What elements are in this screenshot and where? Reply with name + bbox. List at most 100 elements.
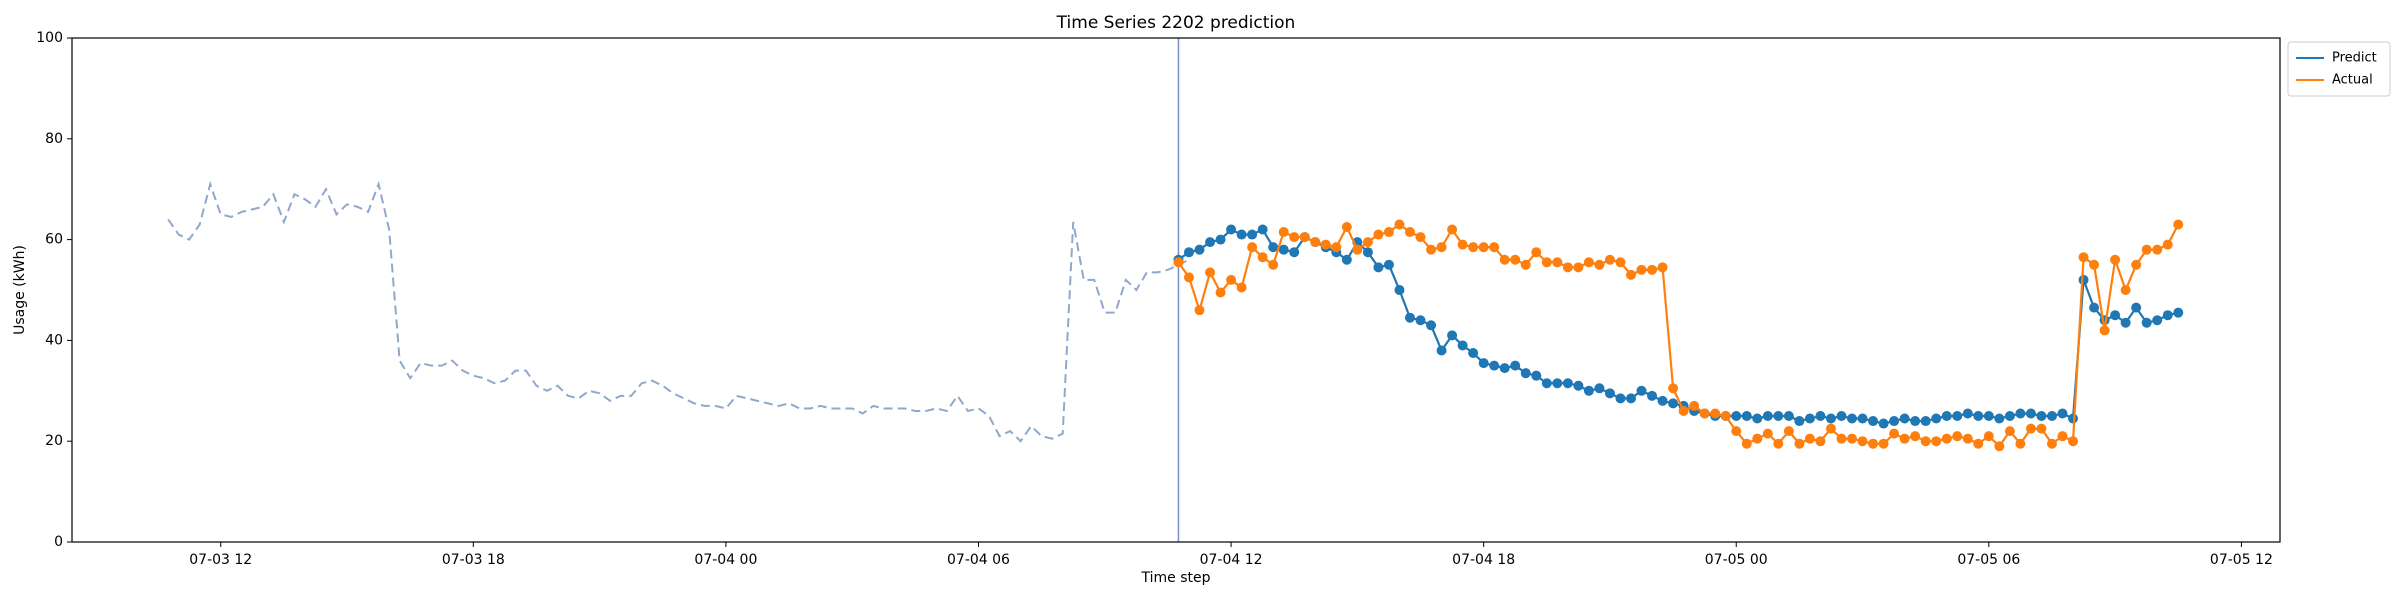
x-tick-label: 07-05 06 [1957,552,2020,568]
data-point [2120,285,2131,295]
data-point [1804,413,1815,424]
data-point [1983,411,1994,421]
data-point [1920,416,1931,427]
data-point [1404,227,1415,238]
data-point [2025,408,2036,419]
data-point [1731,426,1742,437]
data-point [1520,368,1531,379]
data-point [2036,423,2047,434]
data-point [1268,259,1279,270]
y-tick-label: 60 [45,232,63,248]
data-point [2046,438,2057,449]
y-tick-label: 100 [36,30,63,46]
data-point [1457,239,1468,250]
data-point [1952,431,1963,442]
series-line [1177,228,2179,425]
data-point [1857,436,1868,447]
data-point [1341,222,1352,232]
data-point [2110,310,2121,321]
data-point [1920,436,1931,447]
data-point [1205,267,1216,278]
chart-title: Time Series 2202 prediction [1056,13,1296,33]
data-point [1836,411,1847,421]
x-tick-label: 07-04 12 [1200,552,1263,568]
data-point [1647,264,1658,275]
data-point [2141,317,2152,328]
data-point [1668,398,1679,409]
data-point [1615,257,1626,268]
data-point [1468,348,1479,358]
data-point [1289,247,1300,258]
data-point [2089,302,2100,313]
data-point [1520,259,1531,270]
data-point [1899,413,1910,424]
legend-label: Predict [2332,51,2377,66]
data-point [1562,378,1573,389]
data-point [1478,242,1489,253]
data-point [1847,413,1858,424]
data-point [1783,426,1794,437]
data-point [1362,247,1373,258]
data-point [1394,285,1405,295]
data-point [2057,408,2068,419]
data-point [1341,254,1352,265]
data-point [1583,257,1594,268]
data-point [1878,418,1889,429]
data-point [1268,242,1279,253]
data-point [1531,370,1542,381]
data-point [1320,239,1331,250]
data-point [1710,408,1721,419]
data-point [1931,413,1942,424]
series-line [167,180,1190,443]
data-point [1973,411,1984,421]
data-point [1815,411,1826,421]
data-point [1489,360,1500,371]
data-point [2015,438,2026,449]
data-point [2173,307,2184,318]
data-point [1215,287,1226,298]
data-point [1278,244,1289,255]
data-point [2057,431,2068,442]
data-point [1657,395,1668,406]
data-point [1604,254,1615,265]
data-point [1762,428,1773,439]
data-point [1857,413,1868,424]
data-point [1626,269,1637,280]
data-point [2152,315,2163,326]
data-point [1362,237,1373,248]
data-point [2036,411,2047,421]
data-point [1310,237,1321,248]
data-point [1689,400,1700,411]
data-point [1657,262,1668,273]
data-point [2004,426,2015,437]
data-point [1352,244,1363,255]
data-point [1868,416,1879,427]
x-tick-label: 07-04 00 [694,552,757,568]
data-point [1236,282,1247,293]
data-point [1836,433,1847,444]
data-point [1573,380,1584,391]
data-point [2099,325,2110,336]
data-point [1447,330,1458,341]
data-point [1647,390,1658,401]
data-point [1183,272,1194,283]
data-point [1257,252,1268,263]
data-point [1373,262,1384,273]
data-point [1373,229,1384,240]
x-tick-label: 07-05 12 [2210,552,2273,568]
data-point [2004,411,2015,421]
x-tick-label: 07-04 06 [947,552,1010,568]
data-point [1247,229,1258,240]
data-point [1626,393,1637,404]
data-point [1878,438,1889,449]
data-point [1868,438,1879,449]
data-point [1499,363,1510,374]
data-point [1541,378,1552,389]
data-point [1531,247,1542,258]
data-point [1510,360,1521,371]
data-point [1415,315,1426,326]
data-point [1573,262,1584,273]
data-point [1962,433,1973,444]
legend-box [2287,41,2391,97]
y-tick-label: 80 [45,131,63,147]
